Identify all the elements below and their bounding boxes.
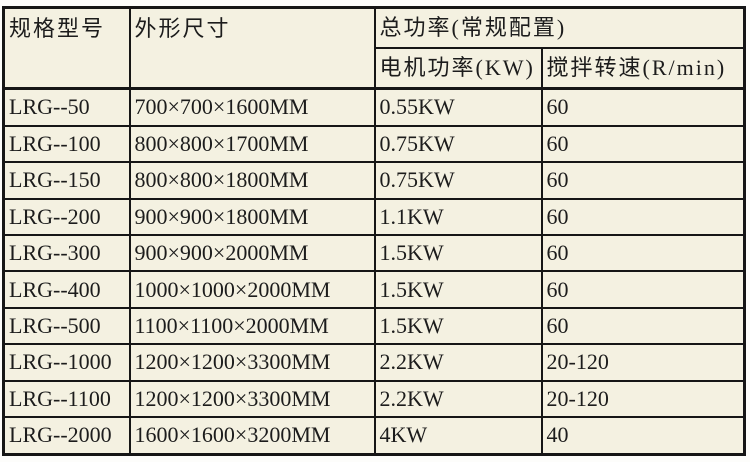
cell-model: LRG--50 [2,87,131,127]
cell-motor-power: 2.2KW [373,343,543,382]
cell-mixing-speed: 40 [540,416,746,456]
cell-motor-power: 1.1KW [373,197,543,237]
cell-mixing-speed: 60 [540,234,746,273]
header-model: 规格型号 [2,6,131,90]
cell-motor-power: 4KW [373,416,543,456]
cell-mixing-speed: 60 [540,197,746,237]
cell-dimensions: 1100×1100×2000MM [128,306,376,346]
spec-table-body: LRG--50 700×700×1600MM 0.55KW 60 LRG--100 800… [2,87,746,456]
table-row: LRG--1000 1200×1200×3300MM 2.2KW 20-120 [2,343,746,382]
cell-dimensions: 900×900×1800MM [128,197,376,237]
table-row: LRG--400 1000×1000×2000MM 1.5KW 60 [2,270,746,309]
cell-mixing-speed: 60 [540,306,746,346]
cell-motor-power: 1.5KW [373,270,543,309]
cell-model: LRG--100 [2,124,131,164]
cell-motor-power: 1.5KW [373,306,543,346]
header-total-power: 总功率(常规配置) [373,6,746,49]
cell-mixing-speed: 60 [540,87,746,127]
table-row: LRG--2000 1600×1600×3200MM 4KW 40 [2,416,746,456]
cell-mixing-speed: 60 [540,270,746,309]
cell-dimensions: 800×800×1700MM [128,124,376,164]
table-row: LRG--200 900×900×1800MM 1.1KW 60 [2,197,746,237]
cell-model: LRG--1100 [2,379,131,419]
table-row: LRG--100 800×800×1700MM 0.75KW 60 [2,124,746,164]
cell-model: LRG--200 [2,197,131,237]
cell-model: LRG--2000 [2,416,131,456]
cell-dimensions: 800×800×1800MM [128,161,376,200]
table-row: LRG--500 1100×1100×2000MM 1.5KW 60 [2,306,746,346]
cell-dimensions: 900×900×2000MM [128,234,376,273]
table-row: LRG--150 800×800×1800MM 0.75KW 60 [2,161,746,200]
cell-model: LRG--500 [2,306,131,346]
header-row-top: 规格型号 外形尺寸 总功率(常规配置) [2,6,746,90]
table-row: LRG--300 900×900×2000MM 1.5KW 60 [2,234,746,273]
cell-mixing-speed: 20-120 [540,379,746,419]
cell-motor-power: 1.5KW [373,234,543,273]
cell-mixing-speed: 20-120 [540,343,746,382]
header-dimensions: 外形尺寸 [128,6,376,90]
cell-dimensions: 1600×1600×3200MM [128,416,376,456]
header-row-sub: 电机功率(KW) 搅拌转速(R/min) [4,47,746,90]
spec-table-header: 规格型号 外形尺寸 总功率(常规配置) 电机功率(KW) 搅拌转速(R/min) [2,6,746,90]
cell-mixing-speed: 60 [540,161,746,200]
cell-motor-power: 2.2KW [373,379,543,419]
header-motor-power: 电机功率(KW) [373,47,543,90]
cell-model: LRG--150 [2,161,131,200]
cell-motor-power: 0.75KW [373,124,543,164]
cell-model: LRG--400 [2,270,131,309]
cell-model: LRG--1000 [2,343,131,382]
table-row: LRG--50 700×700×1600MM 0.55KW 60 [2,87,746,127]
spec-table: 规格型号 外形尺寸 总功率(常规配置) 电机功率(KW) 搅拌转速(R/min)… [2,6,746,456]
table-row: LRG--1100 1200×1200×3300MM 2.2KW 20-120 [2,379,746,419]
cell-motor-power: 0.75KW [373,161,543,200]
header-mixing-speed: 搅拌转速(R/min) [540,47,746,90]
cell-motor-power: 0.55KW [373,87,543,127]
cell-dimensions: 1200×1200×3300MM [128,379,376,419]
cell-dimensions: 700×700×1600MM [128,87,376,127]
cell-dimensions: 1200×1200×3300MM [128,343,376,382]
cell-mixing-speed: 60 [540,124,746,164]
cell-model: LRG--300 [2,234,131,273]
cell-dimensions: 1000×1000×2000MM [128,270,376,309]
